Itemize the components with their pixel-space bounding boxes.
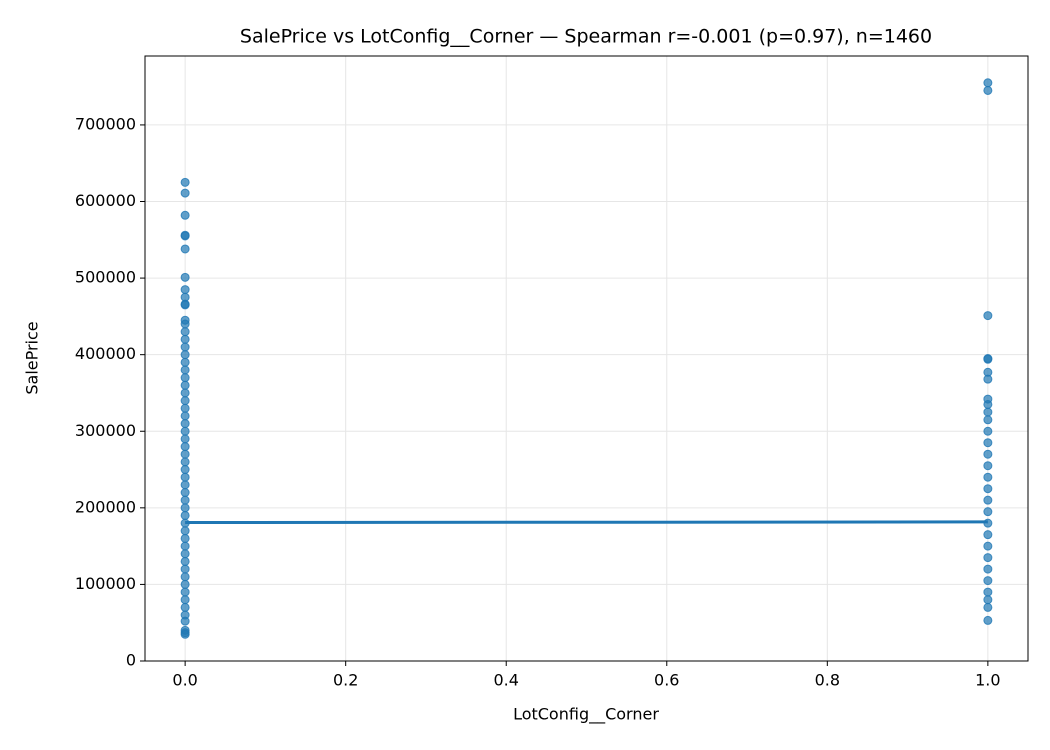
point xyxy=(180,480,190,490)
point xyxy=(983,399,993,409)
point xyxy=(180,231,190,241)
point xyxy=(983,374,993,384)
point xyxy=(180,300,190,310)
point xyxy=(180,350,190,360)
y-axis-label: SalePrice xyxy=(23,321,42,394)
point xyxy=(180,334,190,344)
plot-frame xyxy=(144,55,1029,662)
chart-title: SalePrice vs LotConfig__Corner — Spearma… xyxy=(240,26,932,48)
point xyxy=(180,449,190,459)
y-tick-label: 400000 xyxy=(75,344,136,363)
point xyxy=(180,388,190,398)
point xyxy=(983,602,993,612)
point xyxy=(180,426,190,436)
x-axis-label: LotConfig__Corner xyxy=(513,705,659,725)
point xyxy=(180,210,190,220)
point xyxy=(983,426,993,436)
point xyxy=(180,403,190,413)
point xyxy=(983,415,993,425)
point xyxy=(180,285,190,295)
x-tick-label: 0.2 xyxy=(333,671,358,690)
point xyxy=(180,587,190,597)
point xyxy=(180,472,190,482)
point xyxy=(180,579,190,589)
point xyxy=(180,572,190,582)
point xyxy=(983,311,993,321)
x-tick-label: 0.8 xyxy=(815,671,840,690)
y-tick-label: 200000 xyxy=(75,497,136,516)
point xyxy=(180,373,190,383)
point xyxy=(180,526,190,536)
fit-line xyxy=(185,520,988,525)
y-tick-label: 700000 xyxy=(75,114,136,133)
point xyxy=(983,576,993,586)
point xyxy=(983,472,993,482)
point xyxy=(180,272,190,282)
y-tick-label: 100000 xyxy=(75,574,136,593)
x-tick-label: 0.6 xyxy=(654,671,679,690)
point xyxy=(180,510,190,520)
point xyxy=(983,407,993,417)
point xyxy=(180,188,190,198)
point xyxy=(983,541,993,551)
point xyxy=(180,177,190,187)
point xyxy=(180,396,190,406)
point xyxy=(983,564,993,574)
point xyxy=(983,553,993,563)
point xyxy=(180,629,190,639)
point xyxy=(983,78,993,88)
point xyxy=(180,465,190,475)
point xyxy=(983,495,993,505)
point xyxy=(180,495,190,505)
point xyxy=(180,595,190,605)
point xyxy=(180,327,190,337)
point xyxy=(983,85,993,95)
y-tick-label: 0 xyxy=(126,651,136,670)
point xyxy=(180,541,190,551)
point xyxy=(983,449,993,459)
point xyxy=(983,595,993,605)
point xyxy=(180,564,190,574)
point xyxy=(180,380,190,390)
point xyxy=(180,616,190,626)
point xyxy=(180,365,190,375)
point xyxy=(983,530,993,540)
point xyxy=(180,488,190,498)
point xyxy=(180,556,190,566)
point xyxy=(180,503,190,513)
point xyxy=(180,419,190,429)
point xyxy=(180,442,190,452)
point xyxy=(180,319,190,329)
point xyxy=(180,244,190,254)
point xyxy=(983,587,993,597)
point xyxy=(180,357,190,367)
point xyxy=(180,602,190,612)
point xyxy=(983,507,993,517)
point xyxy=(180,549,190,559)
point xyxy=(983,615,993,625)
point xyxy=(983,354,993,364)
x-tick-label: 1.0 xyxy=(975,671,1000,690)
y-tick-label: 500000 xyxy=(75,268,136,287)
x-tick-label: 0.0 xyxy=(172,671,197,690)
point xyxy=(983,438,993,448)
point xyxy=(983,461,993,471)
point xyxy=(983,484,993,494)
y-tick-label: 300000 xyxy=(75,421,136,440)
point xyxy=(180,533,190,543)
y-tick-label: 600000 xyxy=(75,191,136,210)
point xyxy=(180,342,190,352)
point xyxy=(180,434,190,444)
x-tick-label: 0.4 xyxy=(494,671,519,690)
point xyxy=(180,411,190,421)
point xyxy=(180,457,190,467)
